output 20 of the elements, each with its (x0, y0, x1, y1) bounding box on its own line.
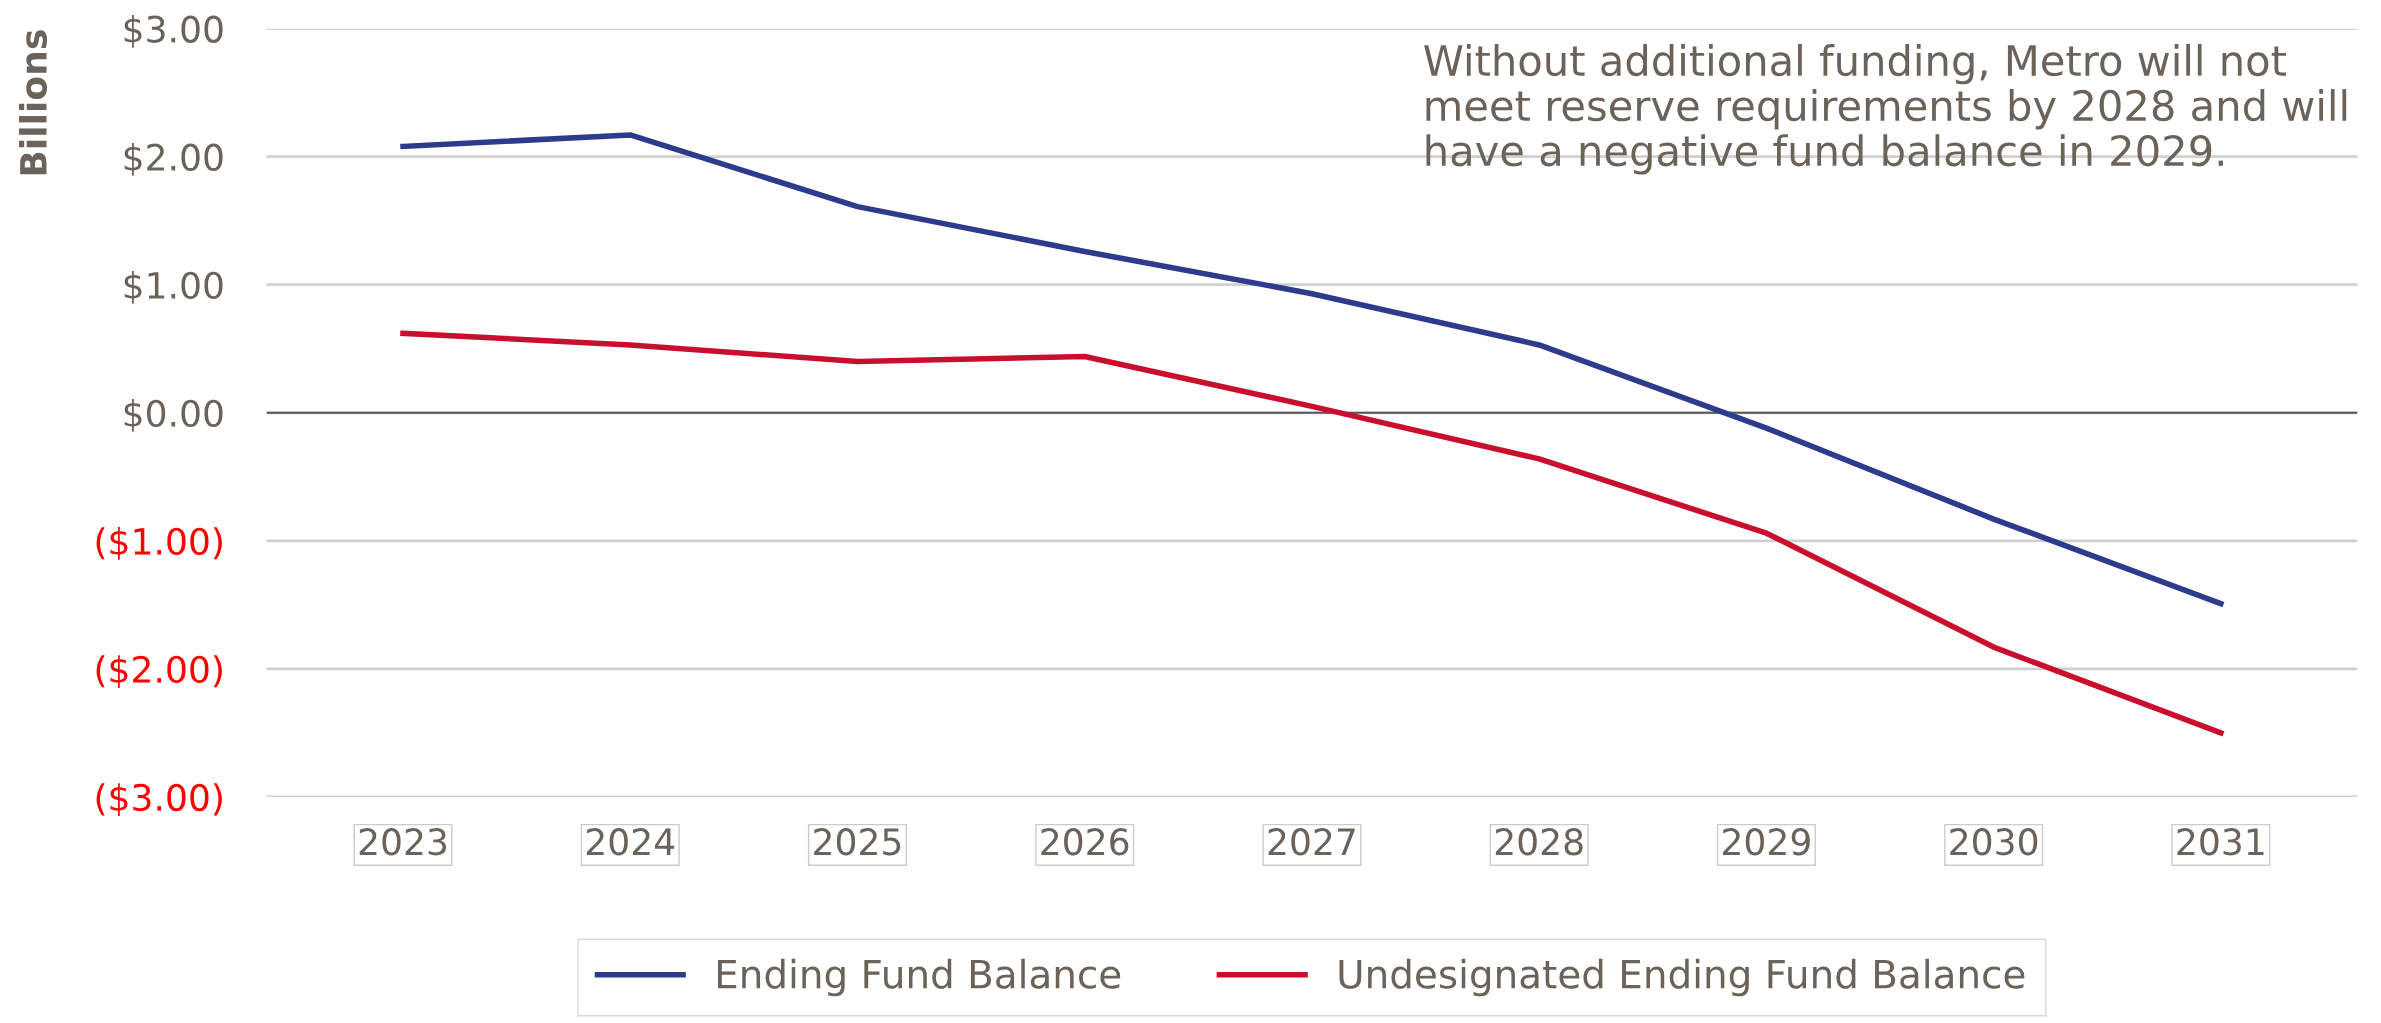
x-tick-label: 2028 (1495, 828, 1583, 856)
x-tick-label: 2027 (1268, 828, 1355, 856)
annotation: Without additional funding, Metro will not meet reserve requirements by 2028 and will have a negative fund balance in 2029. (1424, 44, 2347, 175)
x-tick-label: 2030 (1950, 828, 2038, 856)
x-tick-label: 2024 (586, 828, 675, 856)
x-tick-label: 2031 (2177, 828, 2264, 856)
y-tick-label: $2.00 (124, 142, 223, 176)
x-tick-label: 2025 (814, 828, 901, 856)
y-tick-label: $1.00 (124, 271, 223, 304)
y-tick-label: $0.00 (124, 399, 223, 432)
legend-label: Undesignated Ending Fund Balance (1339, 958, 2025, 997)
x-tick-label: 2029 (1723, 828, 1810, 856)
y-axis-title: Billions (19, 30, 47, 175)
y-tick-label: ($3.00) (96, 783, 222, 816)
y-tick-label: $3.00 (124, 14, 223, 48)
x-tick-label: 2026 (1041, 828, 1129, 856)
y-tick-label: ($1.00) (96, 527, 222, 560)
legend-label: Ending Fund Balance (717, 958, 1121, 997)
y-tick-label: ($2.00) (96, 655, 222, 688)
x-tick-label: 2023 (359, 828, 447, 856)
